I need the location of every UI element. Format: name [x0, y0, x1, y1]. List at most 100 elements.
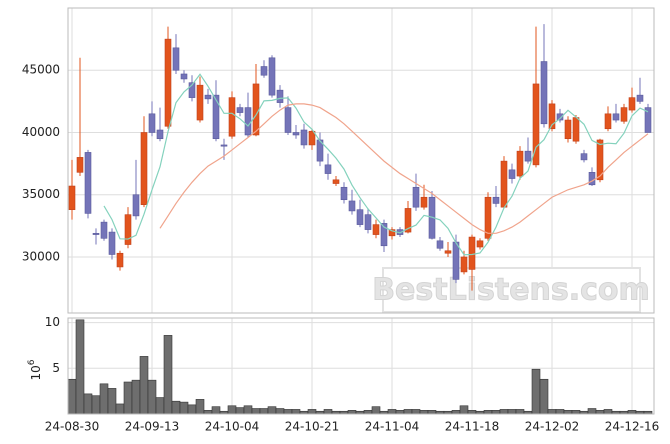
candle-body — [452, 241, 460, 280]
x-tick-label: 24-10-21 — [285, 420, 339, 434]
candle-body — [92, 233, 100, 235]
volume-bar — [547, 409, 557, 415]
candle-body — [492, 196, 500, 204]
volume-bar — [243, 405, 253, 415]
volume-bar — [507, 409, 517, 415]
candle-body — [436, 240, 444, 249]
volume-bar — [531, 368, 541, 415]
candle-body — [500, 160, 508, 208]
volume-bar — [283, 409, 293, 415]
candle-body — [252, 83, 260, 136]
volume-bar — [323, 409, 333, 415]
candle-body — [108, 231, 116, 255]
candle-body — [84, 152, 92, 214]
volume-bar — [147, 379, 157, 415]
candle-body — [140, 132, 148, 205]
candle-body — [156, 129, 164, 140]
y-tick-label: 40000 — [22, 125, 60, 139]
y-tick-label: 5 — [52, 361, 60, 375]
candle-body — [284, 107, 292, 133]
volume-bar — [467, 410, 477, 415]
candle-body — [604, 113, 612, 130]
volume-bar — [259, 408, 269, 415]
volume-bar — [163, 335, 173, 415]
x-tick-label: 24-12-16 — [605, 420, 659, 434]
candle-body — [324, 164, 332, 174]
volume-bar — [595, 410, 605, 415]
candle-body — [444, 250, 452, 254]
volume-bar — [75, 319, 85, 415]
candle-body — [468, 236, 476, 270]
volume-bar — [411, 409, 421, 415]
candle-body — [340, 186, 348, 201]
candle-body — [580, 153, 588, 161]
volume-label-exponent: 6 — [27, 359, 37, 365]
candle-body — [116, 252, 124, 268]
candle-body — [236, 107, 244, 113]
candle-body — [644, 107, 652, 133]
volume-bar — [115, 403, 125, 415]
candle-body — [228, 97, 236, 137]
candle-body — [364, 214, 372, 230]
volume-bar — [179, 401, 189, 415]
x-tick-label: 24-10-04 — [205, 420, 259, 434]
candle-body — [244, 107, 252, 136]
volume-bar — [371, 406, 381, 415]
moving-average-line — [159, 103, 649, 234]
volume-bar — [107, 388, 117, 415]
candle-body — [188, 82, 196, 98]
volume-bar — [171, 400, 181, 415]
candle-body — [620, 107, 628, 122]
volume-bar — [427, 410, 437, 415]
candle-body — [172, 47, 180, 71]
volume-bar — [235, 407, 245, 415]
candle-body — [292, 132, 300, 136]
candle-body — [180, 73, 188, 80]
price-frame — [67, 7, 655, 314]
volume-bar — [563, 410, 573, 415]
volume-bar — [347, 410, 357, 415]
candle-body — [628, 97, 636, 111]
volume-frame — [67, 317, 655, 415]
x-tick-label: 24-12-02 — [525, 420, 579, 434]
volume-bar — [211, 406, 221, 415]
candle-body — [372, 224, 380, 235]
volume-bar — [587, 408, 597, 415]
candle-body — [276, 89, 284, 103]
candle-body — [588, 172, 596, 186]
volume-bar — [139, 356, 149, 415]
candle-body — [68, 185, 76, 210]
volume-bar — [571, 410, 581, 415]
candle-body — [76, 157, 84, 173]
candle-body — [212, 94, 220, 140]
volume-bar — [387, 409, 397, 415]
volume-bar — [275, 408, 285, 415]
candle-body — [516, 150, 524, 177]
volume-bar — [83, 393, 93, 415]
volume-bar — [91, 395, 101, 415]
y-tick-label: 30000 — [22, 249, 60, 263]
volume-bar — [419, 410, 429, 415]
candle-body — [100, 221, 108, 239]
volume-bar — [483, 410, 493, 415]
candle-body — [412, 186, 420, 208]
volume-bar — [123, 381, 133, 415]
y-tick-label: 45000 — [22, 63, 60, 77]
volume-bar — [515, 409, 525, 415]
volume-bar — [251, 408, 261, 415]
candle-body — [164, 38, 172, 127]
x-tick-label: 24-11-04 — [365, 420, 419, 434]
x-tick-label: 24-11-18 — [445, 420, 499, 434]
volume-bar — [627, 410, 637, 415]
candle-body — [124, 214, 132, 245]
volume-bar — [459, 405, 469, 415]
candle-body — [380, 223, 388, 247]
volume-bar — [603, 409, 613, 415]
x-tick-label: 24-08-30 — [45, 420, 99, 434]
candle-body — [220, 144, 228, 147]
candle-body — [148, 113, 156, 133]
volume-bar — [291, 409, 301, 415]
volume-bar — [307, 409, 317, 415]
candle-body — [332, 179, 340, 184]
candle-body — [420, 196, 428, 208]
